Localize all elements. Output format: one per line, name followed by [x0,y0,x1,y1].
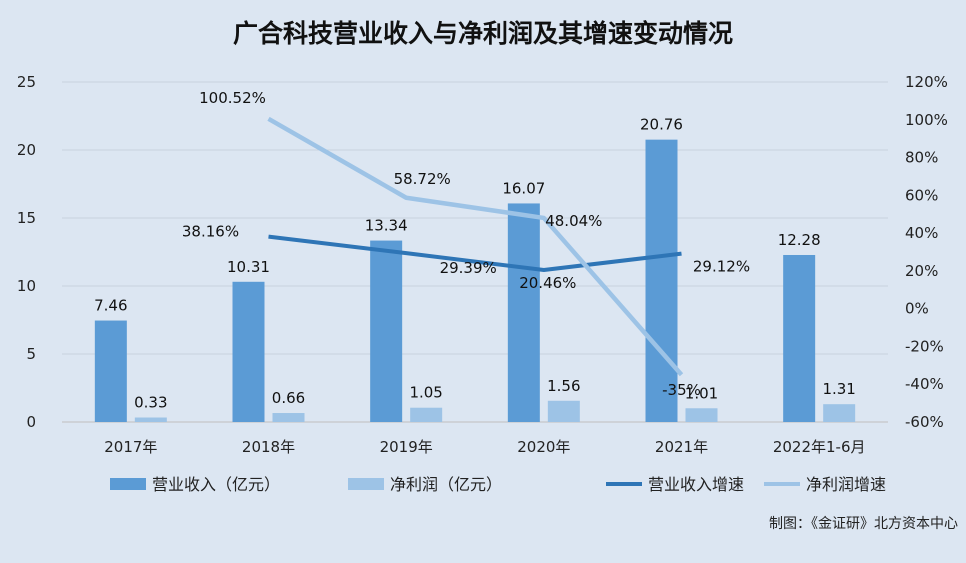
revenue-bar-label: 13.34 [365,217,408,235]
revenue-bar [645,139,678,422]
y-right-tick-label: 80% [905,149,938,167]
x-tick-label: 2018年 [242,438,295,456]
y-right-tick-label: -20% [905,337,944,355]
revenue-bar-label: 7.46 [94,297,127,315]
profit-bar-label: 1.01 [685,384,718,402]
y-left-tick-label: 10 [17,277,36,295]
profit-growth-line [267,116,684,377]
bars [94,139,856,422]
profit-bar [547,400,580,422]
x-tick-label: 2020年 [517,438,570,456]
revenue-bar-label: 12.28 [778,231,821,249]
x-tick-label: 2022年1-6月 [773,438,866,456]
profit-bar-label: 0.33 [134,394,167,412]
revenue-bar [94,320,127,422]
profit-bar-label: 0.66 [272,389,305,407]
legend: 营业收入（亿元） 净利润（亿元） 营业收入增速 净利润增速 [110,475,886,494]
y-left-tick-label: 5 [26,345,36,363]
revenue-bar [783,254,816,422]
profit-bar [823,404,856,422]
profit-bar [685,408,718,422]
y-left-tick-label: 20 [17,141,36,159]
profit-bar-label: 1.56 [547,377,580,395]
profit-bar [134,417,167,422]
profit-growth-label: 100.52% [199,89,266,107]
revenue-growth-label: 29.39% [440,259,497,277]
y-axis-right: -60% -40% -20% 0% 20% 40% 60% 80% 100% 120% [905,73,948,431]
chart-title: 广合科技营业收入与净利润及其增速变动情况 [233,19,733,48]
y-right-tick-label: 0% [905,300,929,318]
revenue-growth-label: 38.16% [182,223,239,241]
profit-bar [410,407,443,422]
revenue-bar-label: 10.31 [227,258,270,276]
revenue-bar [370,240,403,422]
profit-bar [272,413,305,422]
y-left-tick-label: 15 [17,209,36,227]
legend-label: 净利润（亿元） [390,475,502,494]
legend-swatch [348,478,384,490]
revenue-bar [507,203,540,422]
revenue-growth-label: 29.12% [693,258,750,276]
revenue-bar-label: 16.07 [502,179,545,197]
y-right-tick-label: 60% [905,186,938,204]
profit-growth-label: -35% [662,381,701,399]
profit-growth-label: 58.72% [394,170,451,188]
y-right-tick-label: -40% [905,375,944,393]
revenue-bar-label: 20.76 [640,116,683,134]
y-right-tick-label: 40% [905,224,938,242]
revenue-growth-line [268,234,682,273]
x-tick-label: 2019年 [380,438,433,456]
data-labels: 7.46 10.31 13.34 16.07 20.76 12.28 0.33 0.66 1.0… [94,89,856,412]
profit-bar-label: 1.31 [822,380,855,398]
y-left-tick-label: 0 [26,413,36,431]
y-right-tick-label: 100% [905,111,948,129]
y-right-tick-label: -60% [905,413,944,431]
x-tick-label: 2017年 [104,438,157,456]
credit-text: 制图：《金证研》北方资本中心 [769,516,958,532]
legend-label: 营业收入增速 [648,475,744,494]
y-left-tick-label: 25 [17,73,36,91]
y-right-tick-label: 120% [905,73,948,91]
revenue-bar [232,281,265,422]
profit-bar-label: 1.05 [409,384,442,402]
gridlines [62,81,888,423]
legend-swatch [110,478,146,490]
lines [267,116,684,377]
profit-growth-label: 48.04% [545,212,602,230]
x-tick-label: 2021年 [655,438,708,456]
legend-label: 净利润增速 [806,475,886,494]
x-axis: 2017年 2018年 2019年 2020年 2021年 2022年1-6月 [104,438,865,456]
y-right-tick-label: 20% [905,262,938,280]
y-axis-left: 0 5 10 15 20 25 [17,73,36,431]
revenue-growth-label: 20.46% [519,274,576,292]
legend-label: 营业收入（亿元） [152,475,280,494]
